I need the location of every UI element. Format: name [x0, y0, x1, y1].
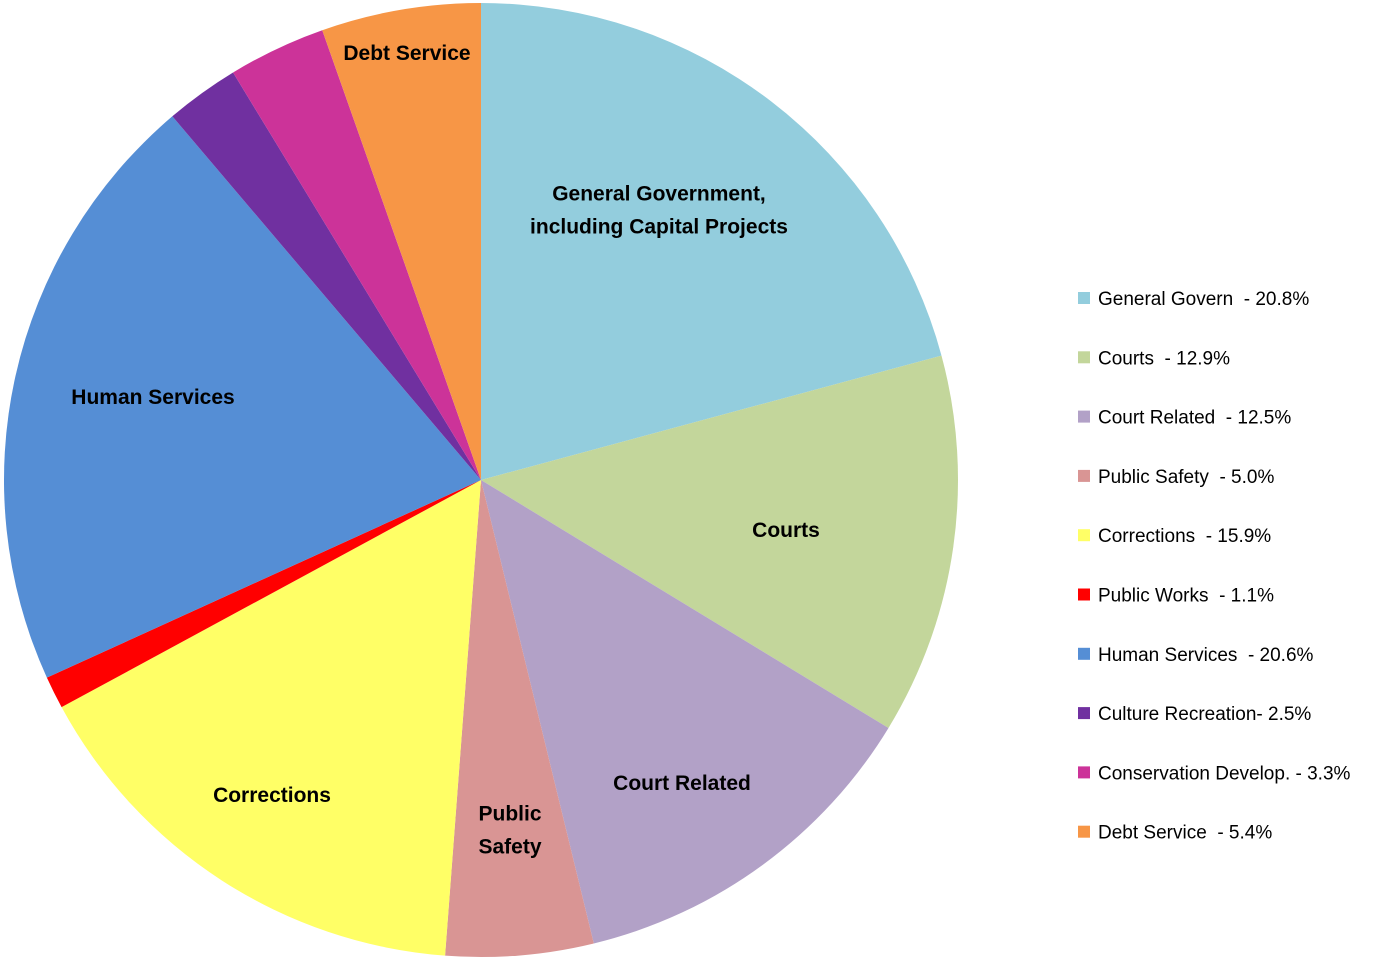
- legend-label: Courts - 12.9%: [1098, 348, 1230, 369]
- legend-label: Court Related - 12.5%: [1098, 408, 1291, 429]
- legend-label: Debt Service - 5.4%: [1098, 823, 1272, 844]
- slice-label: Courts: [752, 519, 820, 542]
- pie-slice-culture-recreation: [172, 72, 481, 480]
- slice-label: General Government,: [552, 183, 766, 206]
- pie-slice-conservation-develop: [233, 30, 481, 480]
- pie-slice-general-government: [481, 2, 942, 480]
- legend-swatch: [1078, 647, 1090, 660]
- slice-label: Court Related: [613, 772, 751, 795]
- slice-label: Human Services: [71, 386, 234, 409]
- legend-label: Culture Recreation- 2.5%: [1098, 704, 1311, 725]
- pie-slice-court-related: [481, 480, 889, 944]
- pie-slice-debt-service: [322, 3, 481, 480]
- legend-label: Public Safety - 5.0%: [1098, 467, 1274, 488]
- legend-swatch: [1078, 410, 1090, 423]
- pie-slice-human-services: [3, 116, 481, 678]
- legend-swatch: [1078, 529, 1090, 542]
- legend-swatch: [1078, 351, 1090, 364]
- legend-label: Human Services - 20.6%: [1098, 645, 1314, 666]
- slice-label: Safety: [478, 836, 541, 859]
- legend-label: Public Works - 1.1%: [1098, 586, 1274, 607]
- slice-label: Public: [478, 803, 541, 826]
- pie-slice-public-safety: [445, 480, 594, 957]
- legend-label: Conservation Develop. - 3.3%: [1098, 763, 1351, 784]
- pie-slice-public-works: [46, 480, 481, 708]
- pie-slice-courts: [481, 355, 959, 728]
- legend-swatch: [1078, 588, 1090, 601]
- slice-labels: General Government, including Capital Pro…: [71, 42, 820, 859]
- legend-label: General Govern - 20.8%: [1098, 289, 1309, 310]
- pie-slice-corrections: [61, 480, 481, 956]
- slice-label: including Capital Projects: [530, 216, 788, 239]
- legend-label: Corrections - 15.9%: [1098, 526, 1271, 547]
- pie-slices: [3, 2, 959, 957]
- legend-swatch: [1078, 707, 1090, 720]
- legend-swatch: [1078, 292, 1090, 304]
- legend-swatch: [1078, 469, 1090, 482]
- legend-swatch: [1078, 825, 1090, 838]
- slice-label: Debt Service: [343, 42, 470, 65]
- legend-swatch: [1078, 766, 1090, 779]
- slice-label: Corrections: [213, 784, 331, 807]
- chart-legend: General Govern - 20.8% Courts - 12.9% Cour…: [1078, 289, 1351, 844]
